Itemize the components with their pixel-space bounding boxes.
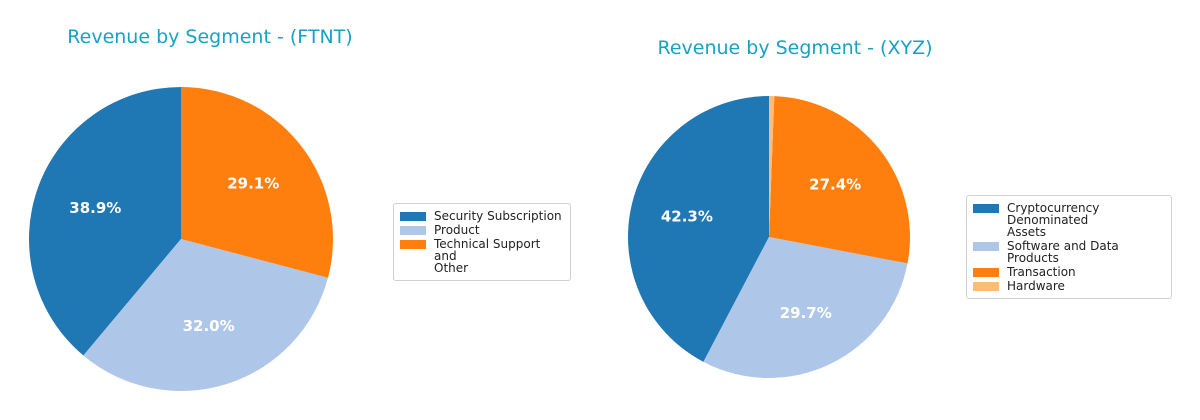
slice-value-label: 42.3% [661, 208, 713, 226]
chart-title: Revenue by Segment - (FTNT) [67, 26, 353, 48]
legend-label: Security Subscription [434, 209, 562, 223]
slice-value-label: 29.7% [780, 304, 832, 322]
legend: Cryptocurrency Denominated Assets Software… [966, 195, 1172, 299]
pie-slice-technical-support-and-other [181, 87, 333, 278]
slice-value-label: 38.9% [69, 199, 121, 217]
pie-slice-security-subscription [29, 87, 182, 356]
slice-value-label: 27.4% [809, 175, 861, 193]
legend-label: Hardware [1007, 279, 1065, 293]
slice-value-label: 32.0% [183, 317, 235, 335]
slice-value-label: 29.1% [227, 174, 279, 192]
pie-slice-cryptocurrency-denominated-assets [627, 96, 769, 362]
legend-label: Transaction [1007, 265, 1076, 279]
legend-item-cryptocurrency-denominated-assets: Cryptocurrency Denominated Assets [973, 202, 1165, 238]
pie-chart: 38.9% 32.0% 29.1% [29, 87, 333, 391]
chart-xyz: Revenue by Segment - (XYZ) 42.3% 29.7% 27.… [600, 0, 1200, 420]
chart-ftnt: Revenue by Segment - (FTNT) 38.9% 32.0% 29… [29, 26, 571, 391]
pie-chart: 42.3% 29.7% 27.4% [627, 96, 910, 378]
legend-item-security-subscription: Security Subscription [400, 210, 564, 222]
legend-item-transaction: Transaction [973, 266, 1165, 278]
pie-slice-hardware [769, 96, 775, 237]
pie-slice-transaction [769, 96, 910, 264]
legend-label: Product [434, 223, 480, 237]
legend-label: Technical Support and Other [434, 237, 541, 275]
pie-slice-software-and-data-products [703, 237, 908, 378]
legend-item-software-and-data-products: Software and Data Products [973, 240, 1165, 264]
legend-label: Cryptocurrency Denominated Assets [1007, 201, 1100, 239]
legend: Security Subscription Product Technical Su… [393, 203, 571, 281]
legend-swatch [400, 240, 426, 249]
legend-swatch [973, 282, 999, 291]
legend-swatch [400, 212, 426, 221]
legend-swatch [973, 242, 999, 251]
chart-title: Revenue by Segment - (XYZ) [657, 37, 933, 59]
legend-swatch [973, 268, 999, 277]
legend-item-hardware: Hardware [973, 280, 1165, 292]
legend-item-product: Product [400, 224, 564, 236]
legend-label: Software and Data Products [1007, 239, 1119, 265]
legend-swatch [973, 204, 999, 213]
legend-item-technical-support-and-other: Technical Support and Other [400, 238, 564, 274]
legend-swatch [400, 226, 426, 235]
pie-slice-product [83, 239, 328, 391]
